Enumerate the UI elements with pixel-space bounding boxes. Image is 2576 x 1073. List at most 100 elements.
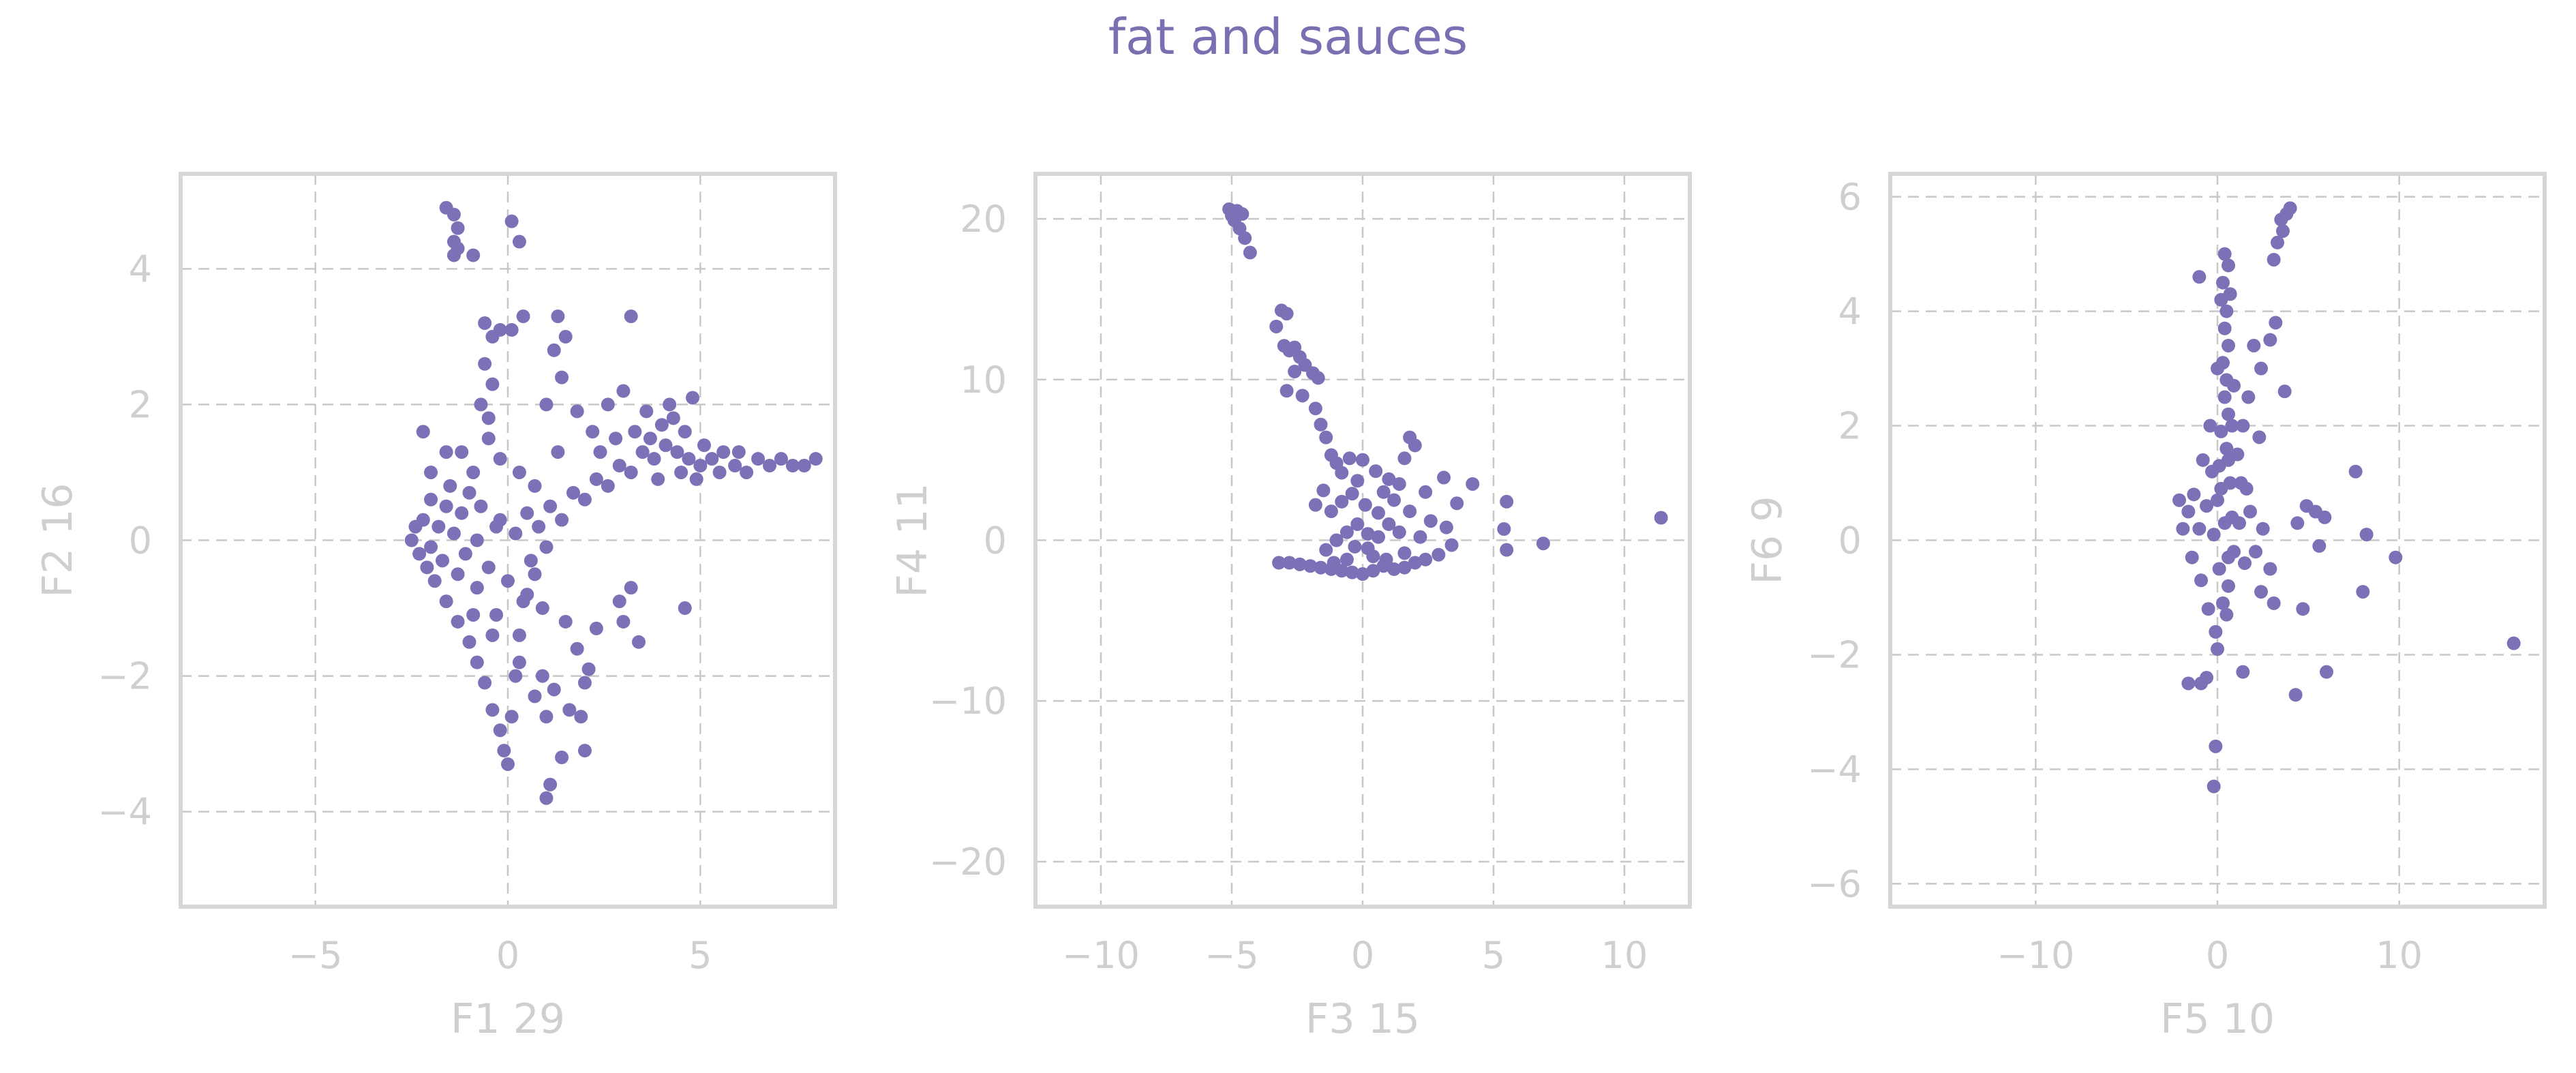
data-point [577,744,592,758]
data-point [2214,292,2228,307]
data-point [2222,407,2235,421]
data-point [2172,493,2186,507]
data-point [751,452,766,466]
data-point [555,751,569,765]
data-point [1382,472,1396,486]
data-point [1348,539,1362,554]
subplot-3: −10 0 10 −6 −4 −2 0 2 4 6 F5 10 F6 9 [1744,172,2547,1043]
data-point [478,316,492,330]
data-point [539,540,554,554]
data-point [558,329,573,344]
data-point [427,574,442,588]
data-point [2219,607,2234,622]
data-point [1403,504,1417,519]
data-point [451,614,465,629]
data-point [504,214,519,228]
y-axis-label: F4 11 [889,483,937,597]
data-point [1339,552,1354,566]
data-point [532,519,546,534]
data-point [1308,402,1322,416]
data-point [2271,235,2284,250]
data-point [1437,470,1451,485]
data-point [466,248,481,262]
data-point [412,547,427,561]
x-tick-label: 0 [2206,934,2229,977]
data-point [2254,361,2268,376]
data-point [470,581,484,595]
data-point [601,479,615,493]
data-point [416,425,430,439]
data-point [574,710,588,724]
data-point [1392,477,1406,491]
data-point [705,452,719,466]
data-point [2267,252,2281,267]
data-point [658,438,673,453]
data-point [2185,550,2199,564]
data-point [2389,550,2403,564]
data-point [1382,517,1396,531]
data-point [1238,231,1252,245]
data-point [516,594,530,609]
data-point [493,322,507,337]
data-point [612,459,626,473]
data-point [1288,364,1302,378]
data-point [1272,556,1286,570]
data-point [654,418,669,432]
data-point [624,309,638,324]
data-point [601,397,615,412]
data-point [593,445,607,459]
data-point [2219,304,2234,318]
data-point [504,710,519,724]
data-point [2217,516,2232,530]
data-point [535,669,549,683]
data-point [1387,562,1401,576]
data-point [528,479,542,493]
data-point [2506,636,2521,650]
data-point [1369,464,1383,479]
data-point [624,465,638,479]
data-point [539,710,554,724]
data-point [577,492,592,507]
data-point [493,513,507,527]
data-point [1350,517,1365,531]
data-point [1329,533,1344,547]
data-point [1419,552,1433,566]
data-point [2203,419,2217,433]
data-point [728,459,742,473]
data-point [1350,474,1365,488]
data-point [512,465,526,479]
data-point [712,465,727,479]
data-point [666,411,680,425]
data-point [1292,557,1307,571]
data-point [1225,209,1239,223]
data-point [1243,245,1257,260]
data-point [462,485,476,500]
data-point [2276,224,2290,238]
data-point [1308,498,1322,512]
y-tick-label: 0 [1838,519,1862,562]
data-point [2239,481,2254,496]
x-tick-label: 5 [1482,934,1505,977]
data-point [1423,514,1438,528]
data-point [1282,556,1297,570]
data-point [512,235,526,249]
data-point [446,207,461,222]
data-point [1392,525,1406,539]
axes-frame [179,172,837,909]
data-point [2200,499,2213,513]
data-point [643,432,657,446]
data-point [797,459,811,473]
data-point [424,465,438,479]
x-tick-label: 10 [2376,934,2423,977]
y-tick-label: −10 [929,680,1007,723]
data-point [1361,527,1375,541]
y-tick-label: 6 [1838,176,1862,219]
data-point [1342,451,1357,466]
data-point [1324,504,1338,519]
data-point [535,601,549,616]
data-point [589,472,603,486]
data-point [2219,442,2234,456]
y-tick-label: 0 [129,519,152,562]
data-point [716,445,731,459]
data-point [1379,552,1393,566]
